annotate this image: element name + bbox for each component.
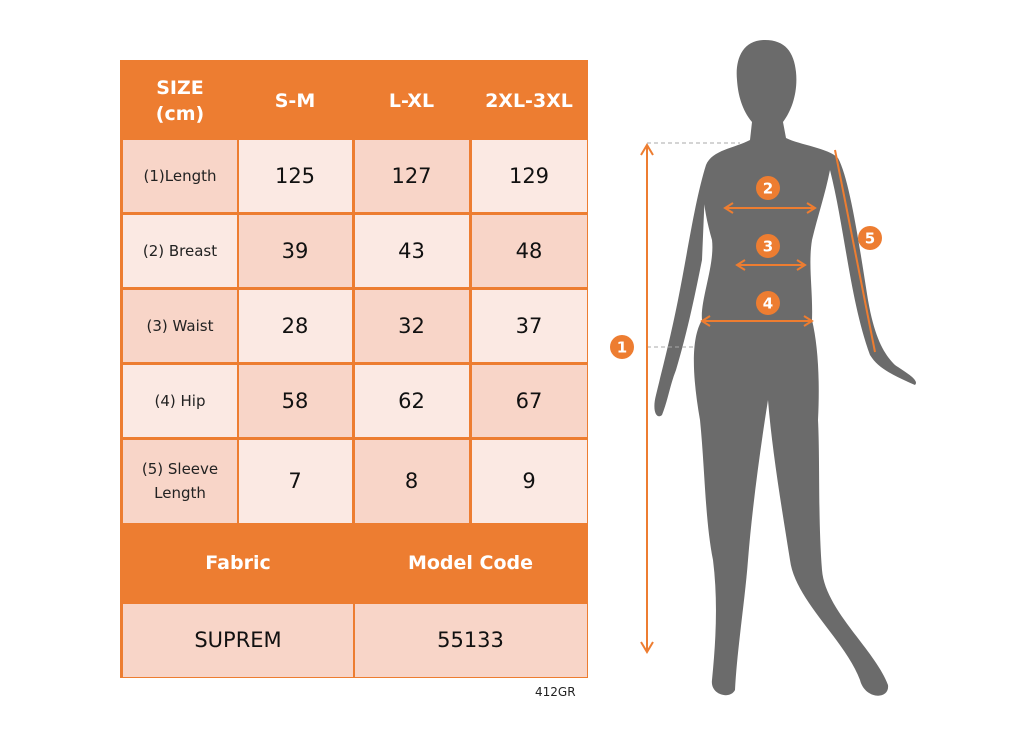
marker-circle xyxy=(756,234,780,258)
model-code-header: Model Code xyxy=(407,552,534,574)
column-header: S-M xyxy=(274,89,316,112)
product-code: 412GR xyxy=(535,685,576,699)
marker-number: 2 xyxy=(763,180,773,198)
size-value: 62 xyxy=(354,364,469,437)
marker-number: 4 xyxy=(763,295,773,313)
size-value: 28 xyxy=(238,289,352,362)
marker-circle xyxy=(756,176,780,200)
size-value: 48 xyxy=(471,214,587,287)
row-label: (3) Waist xyxy=(123,289,237,362)
fabric-value: SUPREM xyxy=(123,603,353,677)
marker-circle xyxy=(610,335,634,359)
size-value: 8 xyxy=(354,439,469,523)
size-value: 67 xyxy=(471,364,587,437)
marker-number: 5 xyxy=(865,230,875,248)
marker-number: 1 xyxy=(617,339,627,357)
model-code-value: 55133 xyxy=(354,603,587,677)
row-label: (1)Length xyxy=(123,139,237,212)
marker-number: 3 xyxy=(763,238,773,256)
woman-silhouette xyxy=(654,40,916,696)
fabric-header: Fabric xyxy=(205,552,271,574)
size-value: 125 xyxy=(238,139,352,212)
size-value: 43 xyxy=(354,214,469,287)
size-value: 32 xyxy=(354,289,469,362)
marker-circle xyxy=(858,226,882,250)
row-label: (4) Hip xyxy=(123,364,237,437)
size-value: 127 xyxy=(354,139,469,212)
marker-circle xyxy=(756,291,780,315)
column-header: L-XL xyxy=(388,89,435,112)
row-label: (5) Sleeve Length xyxy=(123,439,237,523)
row-label: (2) Breast xyxy=(123,214,237,287)
measurement-lines xyxy=(640,142,876,654)
size-value: 37 xyxy=(471,289,587,362)
size-value: 58 xyxy=(238,364,352,437)
size-value: 129 xyxy=(471,139,587,212)
size-value: 7 xyxy=(238,439,352,523)
size-chart-table: SIZE (cm) S-M L-XL 2XL-3XL (1)Length 125 127 12… xyxy=(120,60,588,678)
size-value: 9 xyxy=(471,439,587,523)
sleeve-arrow xyxy=(834,149,876,353)
column-header: 2XL-3XL xyxy=(485,89,573,112)
size-value: 39 xyxy=(238,214,352,287)
column-header: SIZE (cm) xyxy=(155,76,205,125)
